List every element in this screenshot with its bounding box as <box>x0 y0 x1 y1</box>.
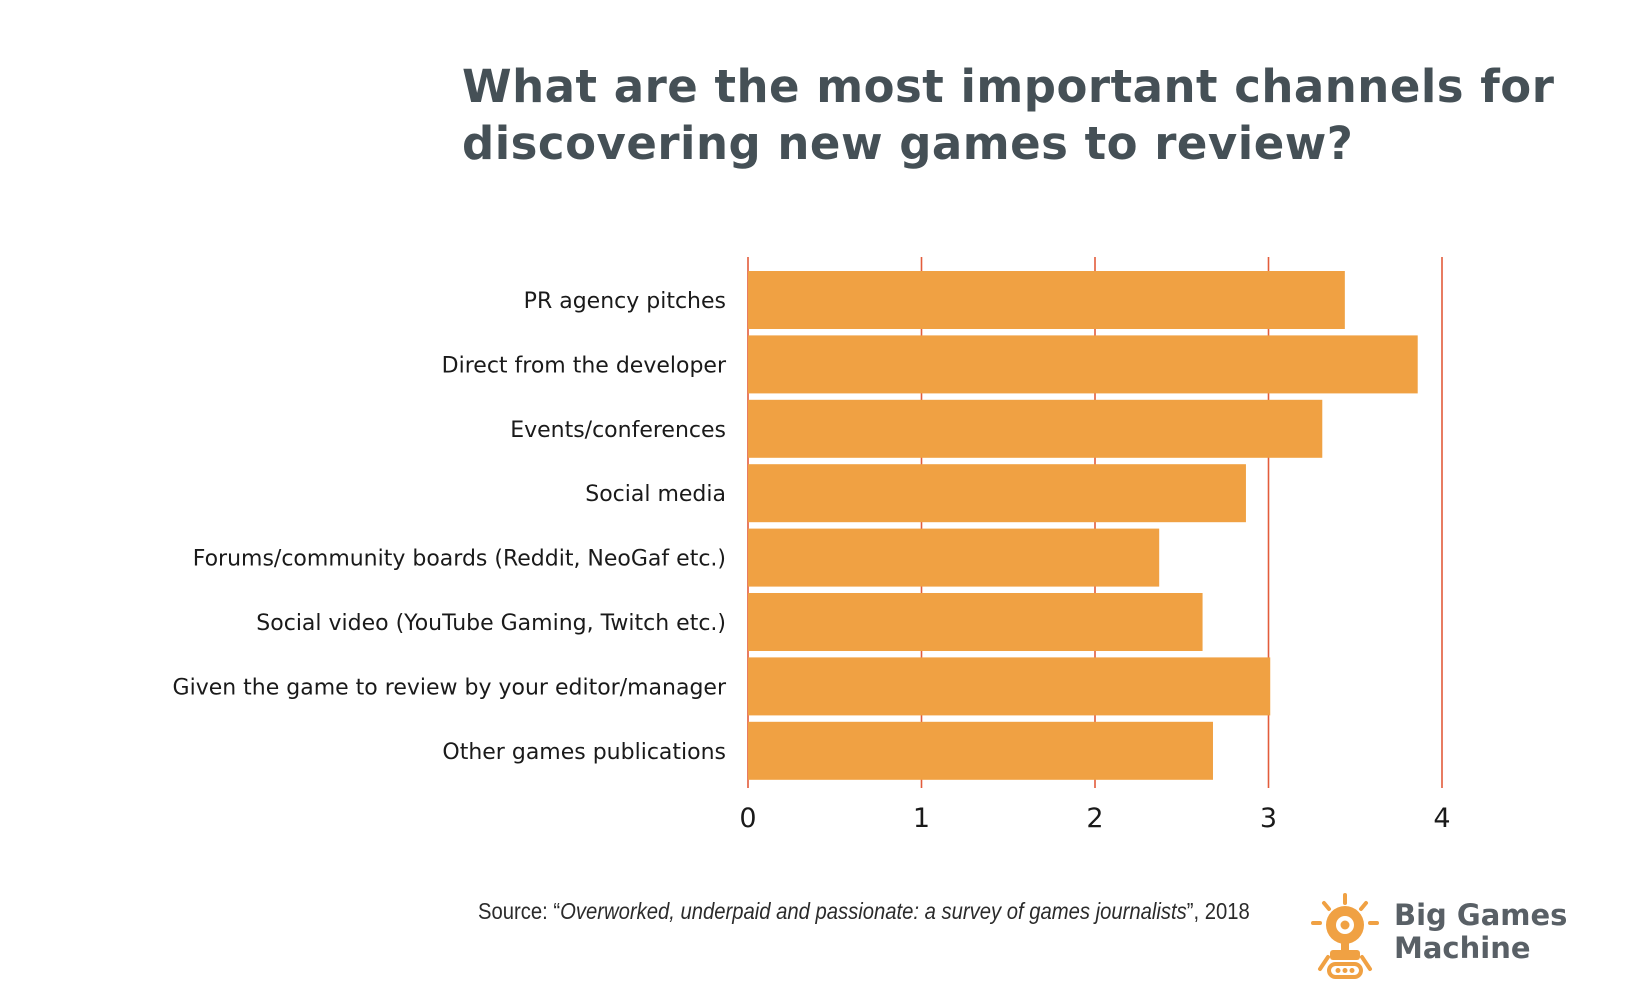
category-label: Forums/community boards (Reddit, NeoGaf … <box>193 547 726 572</box>
bar-5 <box>748 528 1160 587</box>
x-axis-ticks: 0 1 2 3 4 <box>739 803 1450 834</box>
chart-title: What are the most important channels for… <box>462 58 1612 172</box>
bars <box>748 271 1418 780</box>
x-tick-label: 0 <box>739 803 756 834</box>
category-label: Direct from the developer <box>442 353 727 378</box>
robot-icon <box>1311 893 1379 979</box>
brand-name-line-2: Machine <box>1394 931 1531 965</box>
source-prefix: Source: “ <box>478 898 561 924</box>
bar-2 <box>748 335 1418 394</box>
x-tick-label: 1 <box>913 803 930 834</box>
category-label: Other games publications <box>442 740 726 765</box>
chart-title-line-1: What are the most important channels for <box>462 60 1555 113</box>
source-title: Overworked, underpaid and passionate: a … <box>560 898 1187 924</box>
brand-name: Big Games Machine <box>1394 899 1567 965</box>
brand-name-line-1: Big Games <box>1394 898 1568 932</box>
category-label: Social media <box>585 482 726 507</box>
brand-logo: Big Games Machine <box>1310 893 1610 981</box>
chart-title-line-2: discovering new games to review? <box>462 117 1354 170</box>
category-label: Social video (YouTube Gaming, Twitch etc… <box>256 611 726 636</box>
bar-8 <box>748 721 1213 780</box>
bar-3 <box>748 399 1323 458</box>
x-tick-label: 4 <box>1433 803 1450 834</box>
category-label: Given the game to review by your editor/… <box>173 675 727 700</box>
category-labels: PR agency pitches Direct from the develop… <box>173 289 727 765</box>
x-tick-label: 3 <box>1260 803 1277 834</box>
source-note: Source: “Overworked, underpaid and passi… <box>478 898 1250 925</box>
bar-1 <box>748 271 1345 329</box>
bar-7 <box>748 657 1271 716</box>
bar-6 <box>748 593 1203 651</box>
category-label: PR agency pitches <box>524 289 726 314</box>
bar-4 <box>748 464 1246 523</box>
bar-chart: PR agency pitches Direct from the develop… <box>173 257 1451 834</box>
x-tick-label: 2 <box>1086 803 1103 834</box>
source-suffix: ”, 2018 <box>1186 898 1250 924</box>
category-label: Events/conferences <box>510 418 726 443</box>
